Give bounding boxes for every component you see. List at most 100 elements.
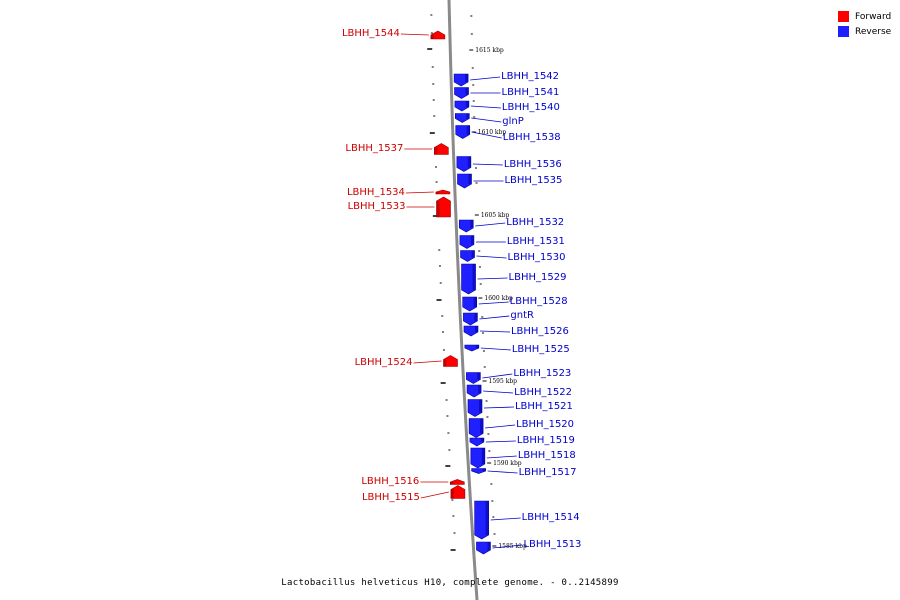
gene-shading: [443, 359, 447, 367]
gene-label-lbhh-1526[interactable]: LBHH_1526: [511, 326, 569, 337]
gene-shading: [467, 156, 471, 168]
kbp-label: 1615 kbp: [475, 47, 504, 54]
gene-label-glnp[interactable]: glnP: [502, 116, 523, 127]
gene-label-lbhh-1538[interactable]: LBHH_1538: [503, 132, 561, 143]
gene-label-lbhh-1542[interactable]: LBHH_1542: [501, 71, 559, 82]
gene-shading: [475, 345, 479, 348]
gene-shading: [465, 74, 469, 82]
leader-line: [486, 455, 517, 459]
leader-line: [472, 163, 503, 166]
gene-label-lbhh-1541[interactable]: LBHH_1541: [502, 87, 560, 98]
gene-label-lbhh-1521[interactable]: LBHH_1521: [515, 401, 573, 412]
leader-line: [485, 424, 516, 429]
gene-shading: [430, 35, 434, 39]
leader-line: [470, 76, 501, 81]
gene-shading: [473, 297, 477, 307]
gene-label-lbhh-1519[interactable]: LBHH_1519: [517, 435, 575, 446]
kbp-label: 1590 kbp: [493, 460, 522, 467]
gene-label-lbhh-1536[interactable]: LBHH_1536: [504, 159, 562, 170]
leader-line: [400, 33, 429, 36]
gene-label-lbhh-1544[interactable]: LBHH_1544: [342, 28, 400, 39]
leader-line: [413, 360, 442, 364]
kbp-markers: 1615 kbp 1610 kbp 1605 kbp 1600 kbp 1595 kbp…: [469, 47, 527, 550]
gene-label-lbhh-1513[interactable]: LBHH_1513: [523, 539, 581, 550]
gene-labels: LBHH_1544 LBHH_1542 LBHH_1541 LBHH_1540 glnP…: [342, 28, 581, 550]
gene-shading: [482, 468, 486, 471]
gene-label-gntr[interactable]: gntR: [510, 310, 534, 321]
leader-line: [405, 191, 434, 194]
kbp-label: 1605 kbp: [481, 212, 510, 219]
leader-line: [479, 330, 510, 333]
legend-reverse: Reverse: [838, 24, 891, 39]
leader-line: [490, 517, 521, 521]
gene-shading: [465, 101, 469, 107]
gene-shading: [470, 235, 474, 245]
gene-shading: [478, 399, 482, 413]
forward-swatch: [838, 11, 849, 22]
genome-caption: Lactobacillus helveticus H10, complete g…: [281, 578, 619, 588]
kbp-label: 1600 kbp: [484, 295, 513, 302]
gene-label-lbhh-1540[interactable]: LBHH_1540: [502, 102, 560, 113]
gene-shading: [478, 385, 482, 393]
leader-line: [492, 544, 523, 549]
leader-line: [470, 105, 501, 109]
gene-shading: [474, 313, 478, 321]
leader-line: [478, 301, 509, 305]
leader-line: [476, 255, 507, 259]
gene-label-lbhh-1528[interactable]: LBHH_1528: [510, 296, 568, 307]
gene-shading: [477, 372, 481, 380]
gene-label-lbhh-1534[interactable]: LBHH_1534: [347, 187, 405, 198]
gene-label-lbhh-1532[interactable]: LBHH_1532: [506, 217, 564, 228]
leader-line: [477, 277, 508, 280]
gene-shading: [474, 326, 478, 332]
gene-label-lbhh-1515[interactable]: LBHH_1515: [362, 492, 420, 503]
legend: Forward Reverse: [838, 9, 891, 39]
kbp-label: 1585 kbp: [498, 543, 527, 550]
gene-shading: [485, 501, 489, 535]
gene-shading: [450, 489, 454, 499]
gene-shading: [435, 192, 439, 194]
gene-shading: [480, 418, 484, 434]
gene-features: [430, 30, 491, 555]
gene-label-lbhh-1520[interactable]: LBHH_1520: [516, 419, 574, 430]
gene-shading: [466, 125, 470, 135]
gene-shading: [434, 147, 438, 155]
gene-label-lbhh-1531[interactable]: LBHH_1531: [507, 236, 565, 247]
leader-line: [471, 131, 502, 139]
leader-line: [483, 406, 515, 409]
genome-backbone: [447, 0, 479, 600]
gene-shading: [480, 438, 484, 442]
gene-label-lbhh-1523[interactable]: LBHH_1523: [513, 368, 571, 379]
gene-label-lbhh-1514[interactable]: LBHH_1514: [522, 512, 580, 523]
gene-label-lbhh-1517[interactable]: LBHH_1517: [519, 467, 577, 478]
gene-shading: [470, 220, 474, 228]
legend-forward-label: Forward: [855, 11, 892, 22]
gene-label-lbhh-1516[interactable]: LBHH_1516: [361, 476, 419, 487]
leader-line: [471, 117, 502, 123]
gene-label-lbhh-1533[interactable]: LBHH_1533: [348, 201, 406, 212]
legend-forward: Forward: [838, 9, 891, 24]
gene-label-lbhh-1525[interactable]: LBHH_1525: [512, 344, 570, 355]
kbp-label: 1610 kbp: [478, 129, 507, 136]
leader-line: [483, 390, 514, 394]
reverse-swatch: [838, 26, 849, 37]
gene-shading: [468, 174, 472, 184]
gene-label-lbhh-1518[interactable]: LBHH_1518: [518, 450, 576, 461]
gene-label-lbhh-1529[interactable]: LBHH_1529: [509, 272, 567, 283]
gene-label-lbhh-1522[interactable]: LBHH_1522: [514, 387, 572, 398]
gene-label-lbhh-1537[interactable]: LBHH_1537: [345, 143, 403, 154]
legend-reverse-label: Reverse: [855, 26, 892, 37]
gene-shading: [481, 448, 485, 464]
leader-line: [475, 222, 506, 227]
gene-label-lbhh-1530[interactable]: LBHH_1530: [508, 252, 566, 263]
leader-line: [487, 470, 518, 474]
gene-shading: [436, 201, 440, 217]
leader-line: [479, 315, 510, 320]
gene-shading: [487, 542, 491, 550]
gene-shading: [471, 250, 475, 258]
gene-label-lbhh-1524[interactable]: LBHH_1524: [355, 357, 413, 368]
gene-label-lbhh-1535[interactable]: LBHH_1535: [504, 175, 562, 186]
leader-line: [485, 440, 516, 443]
gene-shading: [466, 113, 470, 119]
leader-line: [482, 373, 513, 379]
